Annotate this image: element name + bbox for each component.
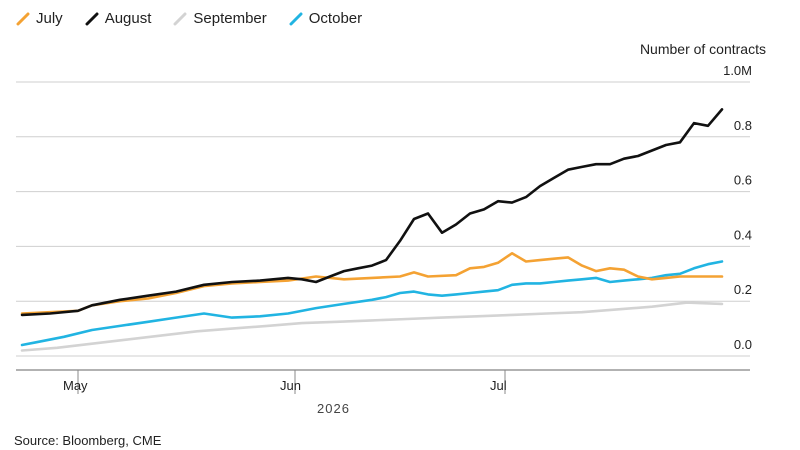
legend-swatch-icon (85, 12, 99, 25)
legend-item-july: July (16, 10, 63, 27)
x-tick-label: May (63, 378, 88, 393)
series-line-august (20, 108, 724, 317)
y-tick-label: 0.4 (734, 227, 752, 242)
y-tick-label: 1.0M (723, 63, 752, 78)
legend-swatch-icon (173, 12, 187, 25)
legend: July August September October (16, 10, 362, 27)
y-tick-label: 0.2 (734, 282, 752, 297)
legend-label: September (193, 10, 267, 27)
y-axis-title: Number of contracts (639, 41, 766, 57)
x-tick-label: Jun (280, 378, 301, 393)
series-line-october (20, 260, 724, 347)
y-tick-label: 0.0 (734, 337, 752, 352)
legend-swatch-icon (289, 12, 303, 25)
legend-item-august: August (85, 10, 152, 27)
legend-label: August (104, 10, 152, 27)
x-tick-label: Jul (490, 378, 507, 393)
legend-item-october: October (289, 10, 362, 27)
y-tick-label: 0.6 (734, 173, 752, 188)
series-line-july (20, 252, 724, 315)
legend-label: July (36, 10, 63, 27)
x-axis-year-label: 2026 (317, 401, 350, 416)
legend-item-september: September (173, 10, 267, 27)
source-note: Source: Bloomberg, CME (14, 433, 162, 448)
y-tick-label: 0.8 (734, 118, 752, 133)
legend-label: October (308, 10, 363, 27)
legend-swatch-icon (16, 12, 30, 25)
series-line-september (20, 301, 724, 352)
